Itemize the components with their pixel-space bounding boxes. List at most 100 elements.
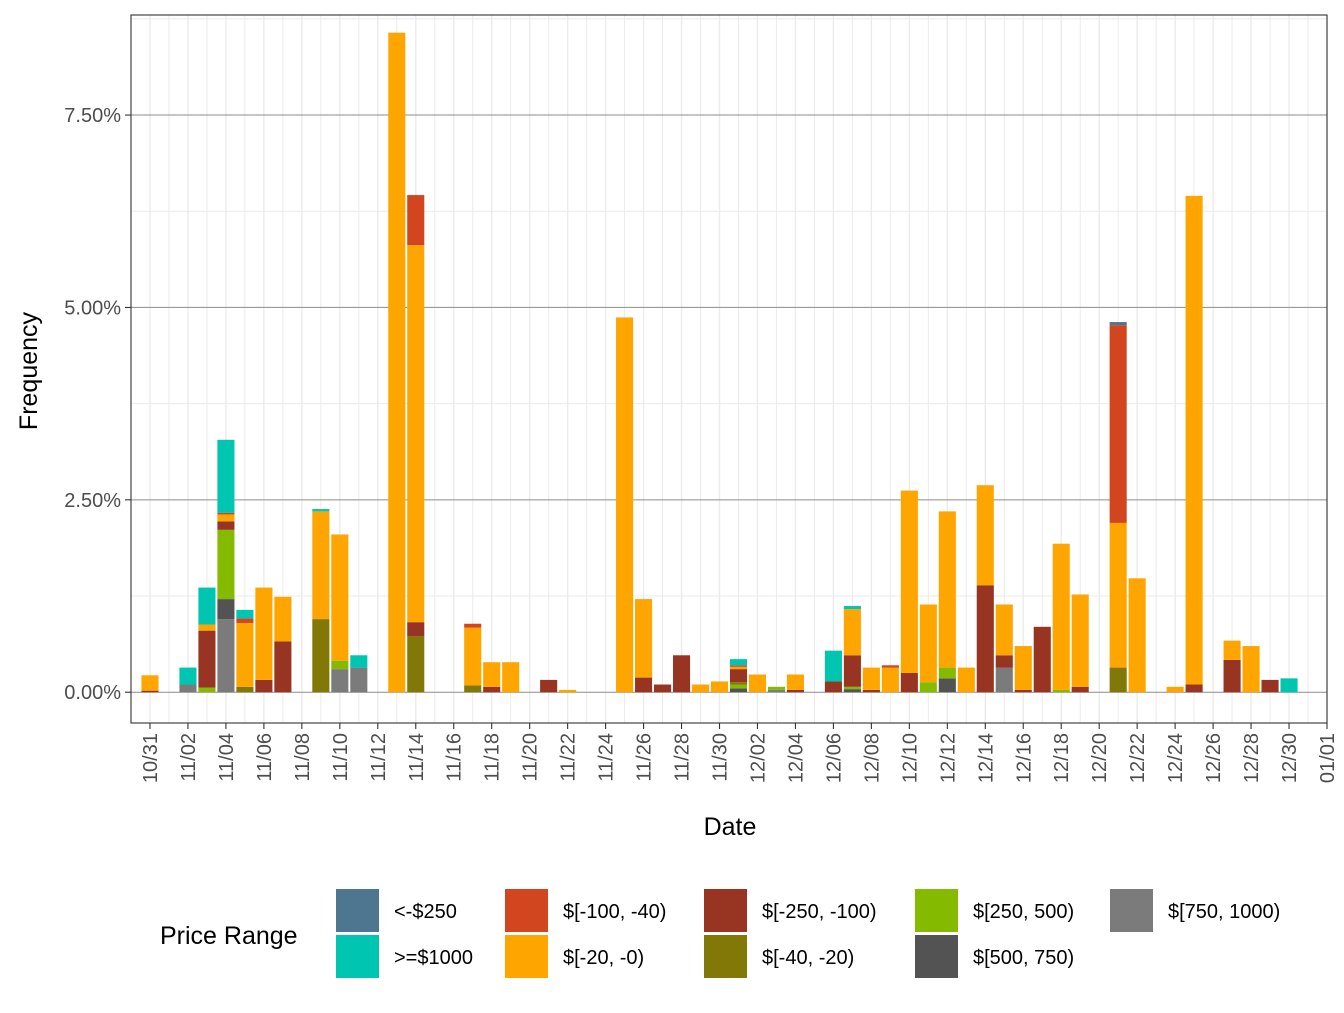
bar-segment-20-0 [919, 604, 937, 683]
legend-title: Price Range [160, 922, 298, 950]
x-tick-label: 12/06 [823, 733, 845, 783]
bar-segment-20-0 [1109, 522, 1127, 668]
bar-segment-1000 [729, 659, 748, 666]
bar-segment-250-500 [938, 667, 956, 679]
bar-segment-500-750 [217, 599, 235, 620]
bar-segment-1000 [312, 509, 330, 512]
bar-segment-1000 [236, 609, 254, 619]
x-tick-label: 11/10 [330, 733, 352, 782]
bar-segment-20-0 [331, 534, 349, 661]
bar-segment-250-100 [274, 641, 292, 693]
x-tick-label: 11/30 [710, 733, 732, 782]
bar-segment-20-0 [995, 604, 1013, 656]
bar-segment-750-1000 [350, 667, 368, 693]
bar-segment-250-100 [1071, 686, 1089, 693]
bar-segment-250-100 [1014, 689, 1032, 693]
bar-segment-250-100 [900, 672, 918, 693]
bar-segment-250-100 [862, 689, 880, 693]
bar-segment-250-500 [217, 529, 235, 600]
legend-label: <-$250 [394, 901, 457, 923]
bar-segment-20-0 [900, 490, 918, 673]
bar-segment-250-500 [1052, 689, 1070, 693]
bar-segment-20-0 [1185, 195, 1203, 685]
x-tick-label: 11/02 [178, 733, 200, 782]
x-tick-label: 12/26 [1203, 733, 1225, 783]
y-axis-title: Frequency [15, 311, 43, 430]
x-tick-label: 11/26 [634, 733, 656, 782]
bar-segment-500-750 [843, 689, 861, 693]
bar-segment-20-0 [938, 511, 956, 668]
bar-segment-250-100 [976, 585, 994, 693]
bar-segment-750-1000 [179, 684, 197, 693]
y-tick-label: 0.00% [64, 682, 121, 704]
legend-key-20-0 [505, 935, 548, 978]
x-tick-label: 11/18 [482, 733, 504, 782]
x-tick-label: 11/06 [254, 733, 276, 782]
y-tick-label: 7.50% [64, 105, 121, 127]
bar-segment-250-100 [1223, 659, 1241, 693]
legend-key-250-500 [915, 889, 958, 932]
bar-segment-20-0 [236, 622, 254, 687]
bar-segment-250-500 [843, 686, 861, 690]
x-tick-label: 12/16 [1013, 733, 1035, 783]
legend-key-250-100 [704, 889, 747, 932]
bar-segment-40-20 [312, 619, 330, 693]
bar-segment-750-1000 [995, 667, 1013, 693]
x-tick-label: 12/02 [748, 733, 770, 783]
bar-segment-750-1000 [767, 689, 786, 693]
bar-segment-20-0 [843, 609, 861, 656]
x-tick-label: 11/08 [292, 733, 314, 782]
bar-segment-20-0 [748, 674, 767, 693]
x-tick-label: 12/20 [1089, 733, 1111, 783]
bar-segment-20-0 [881, 667, 899, 693]
bar-segment-1000 [198, 587, 216, 625]
bar-segment-20-0 [1166, 686, 1184, 693]
x-tick-label: 12/28 [1241, 733, 1263, 783]
x-tick-label: 12/14 [975, 733, 997, 783]
bar-segment-250-100 [654, 684, 672, 693]
legend: <-$250 >=$1000 $[-100, -40) $[-20, -0) $[-25… [336, 889, 1280, 978]
bar-segment-20-0 [616, 317, 634, 693]
bar-segment-20-0 [483, 662, 501, 687]
bar-segment-40-20 [464, 685, 482, 693]
bar-segment-250-100 [198, 630, 216, 688]
x-tick-label: 12/08 [861, 733, 883, 783]
bar-segment-20-0 [1242, 646, 1260, 693]
x-tick-label: 11/14 [406, 733, 428, 782]
bar-segment-500-750 [729, 688, 748, 693]
bar-segment-20-0 [976, 485, 994, 586]
bar-segment-20-0 [274, 596, 292, 642]
x-tick-label: 11/12 [368, 733, 390, 782]
legend-key-100-40 [505, 889, 548, 932]
legend-label: $[-250, -100) [762, 901, 877, 923]
x-tick-label: 11/24 [596, 733, 618, 782]
bar-segment-20-0 [710, 681, 729, 693]
bar-segment-100-40 [1109, 325, 1127, 523]
bar-segment-250-100 [995, 655, 1013, 668]
x-tick-label: 11/28 [672, 733, 694, 782]
x-axis-title: Date [704, 813, 757, 841]
bar-segment-20-0 [388, 32, 406, 693]
legend-label: >=$1000 [394, 947, 473, 969]
bars [141, 32, 1298, 693]
legend-key-40-20 [704, 935, 747, 978]
x-tick-label: 12/12 [937, 733, 959, 783]
bar-segment-100-40 [881, 665, 899, 668]
legend-label: $[-20, -0) [563, 947, 644, 969]
bar-segment-100-40 [236, 618, 254, 623]
bar-segment-20-0 [407, 245, 425, 623]
x-tick-label: 12/24 [1165, 733, 1187, 783]
y-axis: 0.00% 2.50% 5.00% 7.50% [64, 105, 131, 704]
bar-segment-20-0 [957, 667, 975, 693]
bar-segment-20-0 [198, 624, 216, 631]
bar-segment-250-100 [407, 622, 425, 637]
bar-segment-20-0 [1014, 646, 1032, 690]
bar-segment-250-100 [483, 686, 501, 693]
bar-segment-250-500 [729, 684, 748, 689]
bar-segment-20-0 [312, 511, 330, 620]
bar-segment-20-0 [141, 675, 159, 691]
bar-segment-250-100 [540, 679, 558, 693]
bar-segment-250-100 [843, 655, 861, 687]
